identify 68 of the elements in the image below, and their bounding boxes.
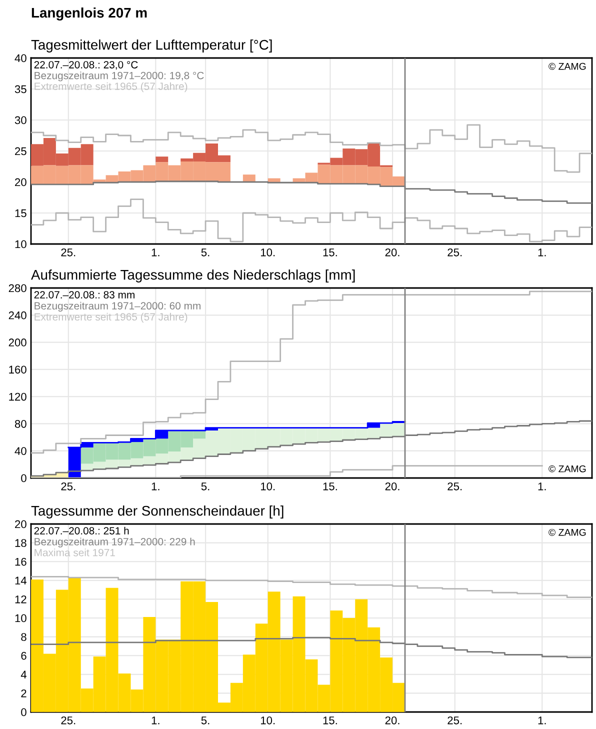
x-tick-label: 20. [385, 482, 400, 490]
y-tick-label: 10 [15, 614, 26, 622]
y-tick-label: 25 [15, 147, 26, 156]
y-tick-label: 35 [14, 85, 26, 94]
x-tick-label: 25. [61, 248, 76, 256]
annotation: © ZAMG [548, 62, 586, 70]
x-tick-label: 5. [201, 482, 210, 490]
x-tick-label: 5. [201, 716, 210, 724]
bar [242, 174, 256, 182]
chart-subtitle: Tagessumme der Sonnenscheindauer [h] [31, 506, 284, 518]
x-tick-label: 1. [152, 716, 160, 724]
x-tick-label: 15. [323, 716, 337, 724]
y-tick-label: 4 [20, 670, 27, 678]
y-tick-label: 6 [21, 652, 26, 660]
y-tick-label: 14 [15, 576, 27, 584]
chart-subtitle: Tagesmittelwert der Lufttemperatur [°C] [31, 40, 272, 52]
y-tick-label: 18 [15, 539, 26, 547]
x-tick-label: 25. [448, 716, 462, 724]
y-tick-label: 20 [15, 178, 26, 186]
annotation: Bezugszeitraum 1971–2000: 19,8 °C [34, 72, 204, 82]
y-tick-label: 20 [15, 520, 26, 528]
annotation: Extremwerte seit 1965 (57 Jahre) [34, 312, 188, 323]
annotation: Bezugszeitraum 1971–2000: 60 mm [34, 302, 200, 312]
x-tick-label: 1. [538, 248, 546, 256]
x-tick-label: 25. [448, 248, 462, 256]
y-tick-label: 0 [21, 474, 26, 482]
chart-title: Langenlois 207 m [32, 7, 147, 21]
x-tick-label: 15. [323, 482, 337, 490]
y-tick-label: 40 [14, 447, 26, 455]
x-tick-label: 5. [201, 248, 210, 256]
chart-subtitle: Aufsummierte Tagessumme des Niederschlags [mm] [31, 270, 355, 282]
x-tick-label: 25. [61, 716, 76, 724]
x-tick-label: 15. [323, 248, 337, 256]
x-tick-label: 25. [61, 482, 76, 490]
annotation: 22.07.–20.08.: 251 h [34, 526, 129, 534]
bar [156, 156, 168, 162]
x-tick-label: 10. [260, 482, 275, 490]
annotation: Extremwerte seit 1965 (57 Jahre) [34, 82, 188, 92]
x-tick-label: 10. [260, 716, 275, 724]
x-tick-label: 25. [448, 482, 462, 490]
annotation: Maxima seit 1971 [34, 548, 115, 556]
y-tick-label: 200 [8, 338, 26, 346]
x-tick-label: 1. [538, 482, 546, 490]
x-tick-label: 1. [538, 716, 546, 724]
y-tick-label: 10 [15, 240, 26, 248]
annotation: Bezugszeitraum 1971–2000: 229 h [34, 538, 195, 548]
annotation: © ZAMG [548, 465, 586, 472]
y-tick-label: 16 [15, 558, 26, 566]
x-tick-label: 20. [385, 716, 400, 724]
y-tick-label: 80 [14, 420, 26, 428]
y-tick-label: 2 [21, 689, 26, 698]
y-tick-label: 160 [9, 366, 26, 374]
x-tick-label: 20. [385, 248, 400, 256]
x-tick-label: 10. [260, 248, 275, 256]
y-tick-label: 240 [8, 311, 26, 320]
x-tick-label: 1. [152, 482, 160, 490]
y-tick-label: 8 [21, 633, 26, 641]
y-tick-label: 120 [9, 392, 26, 401]
annotation: 22.07.–20.08.: 23,0 °C [34, 61, 138, 70]
annotation: © ZAMG [548, 528, 586, 536]
y-tick-label: 280 [8, 284, 26, 292]
y-tick-label: 12 [15, 595, 26, 604]
y-tick-label: 15 [15, 209, 26, 218]
y-tick-label: 30 [14, 116, 26, 124]
y-tick-label: 0 [21, 708, 26, 716]
y-tick-label: 40 [14, 54, 26, 62]
annotation: 22.07.–20.08.: 83 mm [34, 291, 134, 298]
x-tick-label: 1. [152, 248, 160, 256]
